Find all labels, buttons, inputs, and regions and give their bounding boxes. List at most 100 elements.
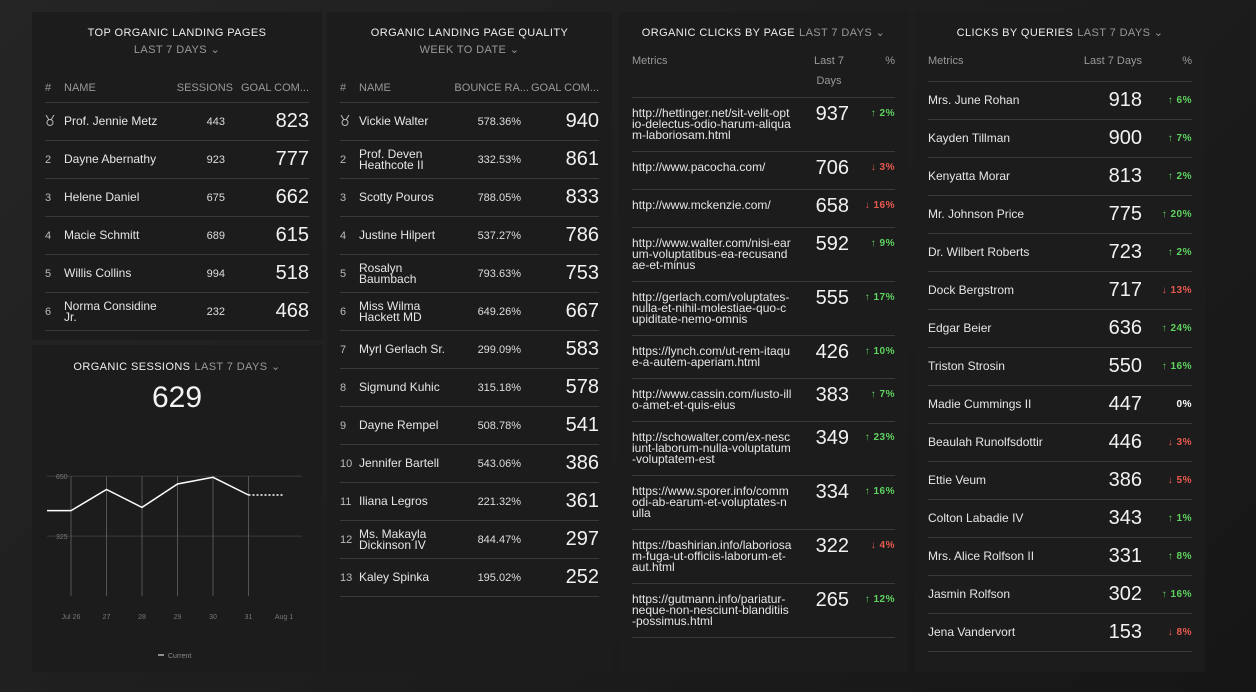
goal-value: 662 bbox=[275, 186, 309, 208]
metric: 221.32% bbox=[477, 495, 521, 508]
value: 302 bbox=[1108, 583, 1142, 605]
change-text: 20% bbox=[1170, 209, 1192, 220]
change: ↑ 9% bbox=[849, 228, 895, 249]
change: ↓ 3% bbox=[1142, 437, 1192, 448]
table-header: Metrics Last 7 Days% bbox=[632, 51, 895, 98]
name: Miss Wilma Hackett MD bbox=[359, 298, 422, 324]
panel-subtitle[interactable]: LAST 7 DAYS bbox=[1077, 27, 1163, 39]
metric: 844.47% bbox=[477, 533, 521, 546]
name: Ms. Makayla Dickinson IV bbox=[359, 526, 427, 552]
main-value: 629 bbox=[151, 381, 203, 414]
value: 636 bbox=[1108, 317, 1142, 339]
goal-value: 833 bbox=[565, 186, 599, 208]
change: ↑ 16% bbox=[1142, 361, 1192, 372]
arrow-icon: ↑ bbox=[1161, 323, 1171, 334]
change: ↑ 2% bbox=[1142, 247, 1192, 258]
table-row: 3 Scotty Pouros 788.05% 833 bbox=[340, 179, 599, 217]
goal-value: 386 bbox=[565, 452, 599, 474]
metric: 793.63% bbox=[477, 267, 521, 280]
table-row: Madie Cummings II 447 0% bbox=[928, 386, 1192, 424]
table-header: # NAME BOUNCE RA... GOAL COM... bbox=[340, 74, 599, 103]
value: 717 bbox=[1108, 279, 1142, 301]
column-header: BOUNCE RA... bbox=[454, 82, 529, 94]
metric: 315.18% bbox=[477, 381, 521, 394]
change-text: 2% bbox=[1176, 247, 1192, 258]
change: ↑ 2% bbox=[849, 98, 895, 119]
arrow-icon: ↑ bbox=[864, 346, 874, 357]
name: Dr. Wilbert Roberts bbox=[928, 245, 1030, 259]
chart: 325 650 Jul 26 27 28 29 30 31 Aug 1 Current bbox=[47, 474, 302, 660]
arrow-icon: ↑ bbox=[1167, 133, 1177, 144]
column-header: NAME bbox=[359, 82, 391, 94]
name: Dock Bergstrom bbox=[928, 283, 1015, 297]
arrow-icon: ↓ bbox=[870, 540, 880, 551]
metric: 578.36% bbox=[477, 115, 521, 128]
column-header: Metrics bbox=[632, 55, 668, 67]
column-header: Metrics bbox=[928, 55, 964, 67]
table-row: 10 Jennifer Bartell 543.06% 386 bbox=[340, 445, 599, 483]
name: Iliana Legros bbox=[359, 494, 428, 508]
arrow-icon: ↓ bbox=[1161, 285, 1171, 296]
name: Norma Considine Jr. bbox=[64, 298, 157, 324]
table-row: Dock Bergstrom 717 ↓ 13% bbox=[928, 272, 1192, 310]
panel-subtitle[interactable]: LAST 7 DAYS bbox=[194, 361, 280, 373]
name: Justine Hilpert bbox=[359, 228, 436, 242]
change: ↓ 8% bbox=[1142, 627, 1192, 638]
name: Prof. Deven Heathcote II bbox=[359, 146, 424, 172]
metric: 543.06% bbox=[477, 457, 521, 470]
value: 723 bbox=[1108, 241, 1142, 263]
arrow-icon: ↑ bbox=[1161, 589, 1171, 600]
value: 447 bbox=[1108, 393, 1142, 415]
value: 658 bbox=[815, 195, 849, 217]
column-header: % bbox=[885, 55, 895, 67]
name: Vickie Walter bbox=[359, 114, 429, 128]
rank: 3 bbox=[45, 191, 52, 204]
name: Macie Schmitt bbox=[64, 228, 140, 242]
change-text: 0% bbox=[1176, 399, 1192, 410]
change-text: 16% bbox=[1170, 589, 1192, 600]
value: 153 bbox=[1108, 621, 1142, 643]
table-row: 2 Prof. Deven Heathcote II 332.53% 861 bbox=[340, 141, 599, 179]
change-text: 1% bbox=[1176, 513, 1192, 524]
change: ↑ 17% bbox=[849, 282, 895, 303]
change-text: 23% bbox=[873, 432, 895, 443]
goal-value: 753 bbox=[565, 262, 599, 284]
arrow-icon: ↓ bbox=[870, 162, 880, 173]
table-row: Colton Labadie IV 343 ↑ 1% bbox=[928, 500, 1192, 538]
change-text: 2% bbox=[879, 108, 895, 119]
name: Dayne Abernathy bbox=[64, 152, 157, 166]
rank: 4 bbox=[340, 229, 347, 242]
goal-value: 583 bbox=[565, 338, 599, 360]
rank: 2 bbox=[45, 153, 52, 166]
change: ↑ 16% bbox=[1142, 589, 1192, 600]
x-tick-label: Aug 1 bbox=[275, 614, 293, 621]
change: ↑ 20% bbox=[1142, 209, 1192, 220]
panel-subtitle[interactable]: WEEK TO DATE bbox=[327, 43, 612, 56]
panel-subtitle[interactable]: LAST 7 DAYS bbox=[799, 27, 885, 39]
arrow-icon: ↑ bbox=[864, 594, 874, 605]
name: http://schowalter.com/ex-nesciunt-laboru… bbox=[632, 430, 791, 466]
name: http://gerlach.com/voluptates-nulla-et-n… bbox=[632, 290, 790, 326]
change: ↑ 7% bbox=[849, 379, 895, 400]
table-row: Mrs. June Rohan 918 ↑ 6% bbox=[928, 82, 1192, 120]
rank: 2 bbox=[340, 153, 347, 166]
name: Madie Cummings II bbox=[928, 397, 1032, 411]
panel: ORGANIC LANDING PAGE QUALITY WEEK TO DAT… bbox=[327, 12, 612, 672]
column-header: GOAL COM... bbox=[530, 82, 599, 94]
name: Willis Collins bbox=[64, 266, 132, 280]
x-tick-label: 27 bbox=[103, 614, 111, 621]
table-row: 9 Dayne Rempel 508.78% 541 bbox=[340, 407, 599, 445]
value: 918 bbox=[1108, 89, 1142, 111]
name: Mr. Johnson Price bbox=[928, 207, 1025, 221]
x-tick-label: 29 bbox=[174, 614, 182, 621]
table-header: Metrics Last 7 Days% bbox=[928, 51, 1192, 82]
value: 343 bbox=[1108, 507, 1142, 529]
name: Scotty Pouros bbox=[359, 190, 434, 204]
name: http://www.cassin.com/iusto-illo-amet-et… bbox=[632, 387, 792, 412]
panel-subtitle[interactable]: LAST 7 DAYS bbox=[32, 43, 322, 56]
change: ↑ 2% bbox=[1142, 171, 1192, 182]
goal-value: 615 bbox=[275, 224, 309, 246]
